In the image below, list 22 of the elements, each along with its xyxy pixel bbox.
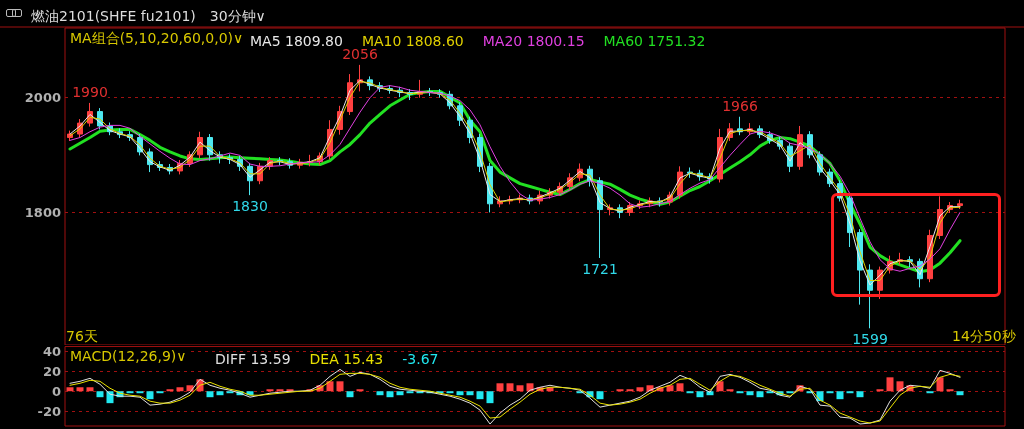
y-tick-label: 20 [42,363,61,379]
y-tick-label: 2000 [24,89,61,105]
annotation: 1830 [232,198,268,215]
annotation: 1966 [722,97,758,114]
legend-title: MA组合(5,10,20,60,0,0)∨ [70,30,244,46]
series-label: -3.67 [402,351,439,367]
text: MA20 1800.15 [482,33,585,49]
annotation: 1721 [582,260,618,277]
y-tick-label: 0 [51,383,61,399]
chart-title: 燃油2101(SHFE fu2101) 30分钟∨ [31,8,266,24]
y-tick-label: -20 [37,403,61,419]
y-tick-label: 40 [42,344,61,359]
annotation: 1599 [852,331,888,348]
annotation: 76天 [66,328,98,344]
annotation: 1990 [72,83,108,100]
annotation: 14分50秒 [952,328,1016,344]
legend-title: MACD(12,26,9)∨ [70,348,187,364]
text: MA5 1809.80 [250,33,343,49]
y-tick-label: 1800 [24,204,61,220]
series-label: DIFF 13.59 [215,351,291,367]
text: MA60 1751.32 [603,33,706,49]
series-label: DEA 15.43 [309,351,384,367]
